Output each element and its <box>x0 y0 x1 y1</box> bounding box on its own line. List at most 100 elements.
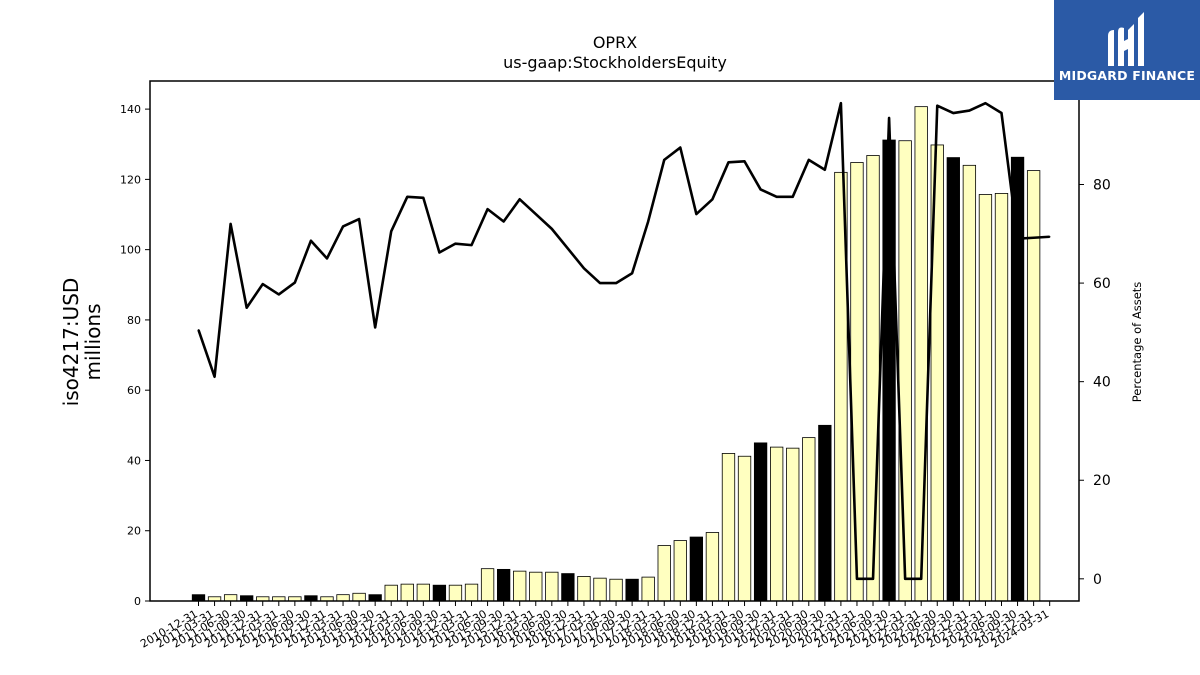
line-point <box>534 213 537 215</box>
line-point <box>856 578 858 580</box>
bar <box>191 594 206 602</box>
bar <box>609 578 623 602</box>
bar <box>705 532 720 602</box>
line-point <box>278 293 280 296</box>
bar <box>480 568 495 602</box>
bar <box>1010 156 1025 602</box>
y-tick-label: 0 <box>134 595 141 608</box>
line-point <box>261 283 264 285</box>
line-path <box>197 101 1050 581</box>
bar <box>786 447 800 602</box>
bar <box>818 424 832 602</box>
y2-tick-label: 0 <box>1093 572 1102 588</box>
line-point <box>358 218 360 220</box>
bar <box>737 455 752 602</box>
bar <box>978 194 993 602</box>
bar <box>561 573 575 602</box>
bar <box>352 592 366 602</box>
line-point <box>615 282 617 284</box>
bar <box>962 164 977 602</box>
line-point <box>454 242 457 245</box>
line-point <box>1016 237 1019 240</box>
axes: 0204060801001201400204060802010-12-31201… <box>120 80 1111 651</box>
line-point <box>631 272 633 275</box>
line-point <box>775 196 778 198</box>
y-tick-label: 40 <box>127 454 141 467</box>
plot-frame <box>149 80 1080 602</box>
bar <box>448 584 463 602</box>
line-point <box>342 225 344 228</box>
bar <box>1026 170 1041 602</box>
line-point <box>229 223 232 225</box>
line-point <box>647 220 649 223</box>
line-point <box>583 267 585 270</box>
line-point <box>518 198 521 201</box>
line-point <box>197 329 200 331</box>
y-tick-label: 120 <box>120 173 141 186</box>
bar <box>673 540 687 602</box>
bar <box>850 162 864 602</box>
bar <box>240 595 254 602</box>
line-point <box>422 197 425 199</box>
bar <box>304 595 318 602</box>
brand-mark-icon <box>1108 12 1144 66</box>
bar <box>545 571 559 602</box>
bar <box>336 594 350 602</box>
line-point <box>390 230 393 233</box>
bar <box>866 155 880 602</box>
line-point <box>438 251 441 254</box>
line-point <box>952 112 955 114</box>
line-point <box>679 146 682 149</box>
bar <box>994 193 1009 602</box>
line-point <box>807 159 810 161</box>
y-tick-label: 20 <box>127 525 141 538</box>
line-point <box>791 196 794 198</box>
bar <box>432 584 447 602</box>
bar <box>400 583 414 602</box>
line-point <box>567 247 569 250</box>
bar <box>770 446 784 602</box>
y-tick-label: 100 <box>120 244 141 257</box>
bar <box>384 584 398 602</box>
line-point <box>743 160 746 163</box>
line-point <box>1032 236 1035 239</box>
y2-tick-label: 60 <box>1093 276 1111 292</box>
line-point <box>936 104 939 107</box>
bar <box>802 437 816 602</box>
line-point <box>470 244 473 246</box>
chart-subtitle: us-gaap:StockholdersEquity <box>503 53 727 72</box>
y-axis-label: iso4217:USDmillions <box>59 278 105 407</box>
line-point <box>968 109 971 112</box>
bar <box>593 577 607 602</box>
line-point <box>406 196 409 198</box>
line-point <box>695 213 698 215</box>
y-tick-label: 80 <box>127 314 141 327</box>
bar <box>416 583 430 602</box>
line-point <box>294 281 296 284</box>
bar <box>689 536 704 602</box>
line-point <box>663 159 666 161</box>
line-point <box>840 102 842 104</box>
line-point <box>599 282 601 284</box>
bar <box>464 583 479 602</box>
line-point <box>374 326 376 329</box>
y2-tick-label: 20 <box>1093 473 1111 489</box>
bar <box>641 576 655 602</box>
bar <box>529 571 543 602</box>
bar-series <box>191 106 1041 602</box>
bar <box>721 453 736 602</box>
line-point <box>904 578 906 580</box>
line-point <box>213 375 216 378</box>
line-point <box>759 188 762 191</box>
line-point <box>1048 235 1051 238</box>
bar <box>496 568 511 602</box>
y-tick-label: 60 <box>127 384 141 397</box>
bar <box>625 578 639 602</box>
line-point <box>551 228 553 230</box>
bar <box>946 157 960 602</box>
line-point <box>727 161 730 164</box>
bar <box>753 442 768 602</box>
brand-logo: MIDGARD FINANCE <box>1054 0 1200 100</box>
bar <box>513 570 527 602</box>
